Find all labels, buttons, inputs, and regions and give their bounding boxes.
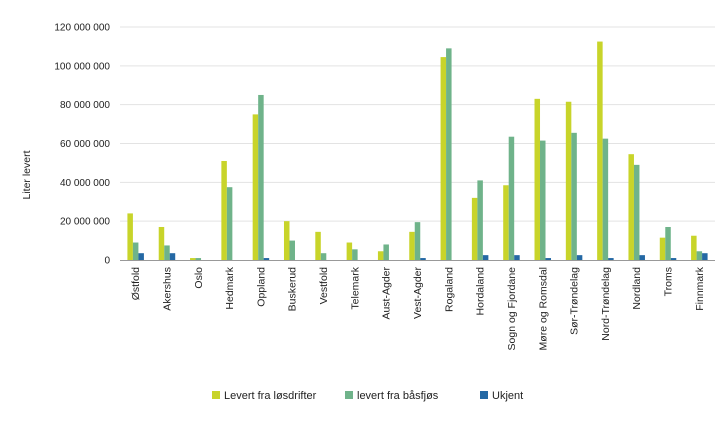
bar (633, 164, 640, 260)
bar (263, 258, 270, 260)
bar (190, 258, 196, 260)
bar (169, 253, 176, 260)
x-tick-label: Troms (663, 267, 675, 296)
bar (164, 245, 170, 260)
bar (127, 213, 133, 260)
bar (696, 251, 703, 260)
bar (383, 244, 389, 260)
y-axis-ticks: 0 20 000 000 40 000 000 60 000 000 80 000 00… (54, 23, 110, 267)
x-tick-label: Finnmark (694, 266, 706, 311)
bar (252, 114, 259, 261)
bar (414, 222, 421, 260)
x-tick-label: Møre og Romsdal (537, 267, 549, 350)
y-tick-label: 0 (104, 256, 110, 267)
bar (608, 258, 614, 260)
bar (670, 258, 677, 260)
bar (320, 253, 327, 260)
legend-label: Ukjent (492, 390, 523, 402)
gridlines (120, 26, 715, 222)
x-tick-label: Sogn og Fjordane (506, 267, 518, 351)
bar (283, 221, 290, 260)
y-tick-label: 20 000 000 (60, 217, 110, 228)
bar (258, 94, 264, 261)
x-tick-label: Hedmark (224, 266, 236, 309)
bar (195, 258, 202, 260)
bar (639, 255, 645, 260)
x-tick-label: Nord-Trøndelag (600, 267, 612, 341)
x-tick-label: Sør-Trøndelag (569, 267, 581, 335)
bar (221, 160, 227, 260)
bar (565, 101, 572, 260)
legend-label: levert fra båsfjøs (357, 390, 439, 402)
x-tick-label: Telemark (349, 266, 361, 309)
bar (540, 140, 546, 260)
x-tick-label: Aust-Agder (381, 267, 393, 320)
bar (482, 255, 489, 260)
bar (576, 255, 583, 260)
y-axis-title: Liter levert (21, 150, 33, 199)
bar (545, 258, 552, 260)
bar (602, 138, 609, 260)
bar (440, 57, 447, 260)
legend-swatch (212, 391, 220, 399)
bar (377, 251, 384, 260)
bars (127, 41, 708, 261)
x-tick-label: Oslo (193, 267, 205, 289)
bar (138, 253, 144, 260)
y-tick-label: 60 000 000 (60, 139, 110, 150)
legend-label: Levert fra løsdrifter (224, 390, 317, 402)
legend: Levert fra løsdrifter levert fra båsfjøs U… (212, 390, 523, 402)
bar (471, 197, 478, 260)
bar (446, 48, 452, 260)
bar (477, 180, 483, 260)
bar (346, 242, 353, 260)
bar (665, 226, 671, 260)
bar (628, 154, 634, 260)
x-tick-label: Nordland (631, 267, 643, 310)
bar (659, 237, 666, 260)
x-tick-label: Oppland (255, 267, 267, 307)
bar (315, 231, 321, 260)
x-tick-label: Vestfold (318, 267, 330, 305)
legend-swatch (345, 391, 353, 399)
bar (534, 98, 541, 260)
y-tick-label: 100 000 000 (54, 61, 110, 72)
x-tick-label: Buskerud (287, 267, 299, 312)
bar (503, 185, 509, 260)
x-tick-label: Vest-Agder (412, 267, 424, 319)
bar (514, 255, 520, 260)
y-tick-label: 120 000 000 (54, 23, 110, 34)
bar (352, 249, 358, 260)
bar (226, 187, 233, 260)
bar (597, 41, 603, 261)
y-tick-label: 40 000 000 (60, 178, 110, 189)
bar (409, 231, 415, 260)
bar (702, 253, 708, 260)
bar (508, 136, 515, 260)
legend-swatch (480, 391, 488, 399)
x-tick-label: Rogaland (443, 267, 455, 312)
y-tick-label: 80 000 000 (60, 100, 110, 111)
x-axis-category-labels: Østfold Akershus Oslo Hedmark Oppland Buskeru… (130, 266, 706, 350)
bar (158, 226, 165, 260)
bar (420, 258, 426, 260)
x-tick-label: Akershus (161, 267, 173, 311)
bar (691, 235, 697, 260)
bar (289, 240, 295, 260)
bar (132, 242, 139, 260)
x-tick-label: Hordaland (475, 267, 487, 316)
x-tick-label: Østfold (130, 267, 142, 300)
bar (571, 132, 577, 260)
